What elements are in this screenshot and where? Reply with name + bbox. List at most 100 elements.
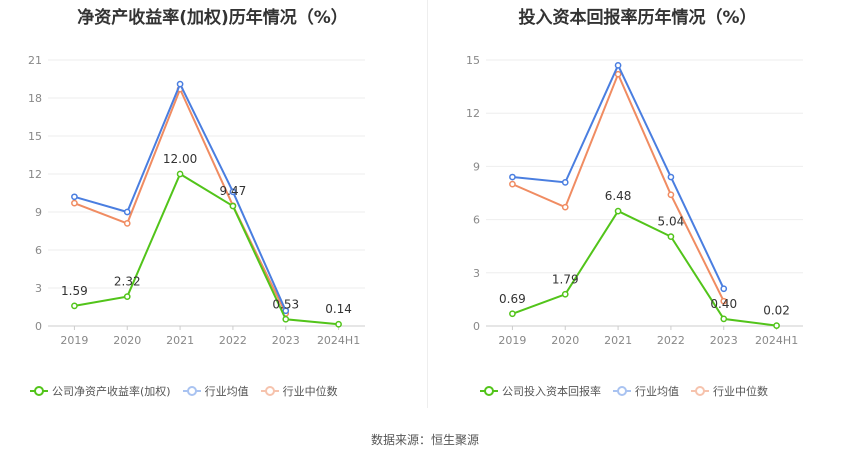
roic-line-chart: 0 3 6 9 12 15 2019 2020 2021 2022 2023 2024H1 0.69 1.… [466, 54, 803, 347]
roic-chart-title: 投入资本回报率历年情况（%） [518, 8, 757, 28]
x-tick-label: 2022 [657, 334, 685, 347]
data-label: 0.53 [272, 297, 299, 311]
data-label: 0.69 [499, 292, 526, 306]
x-tick-label: 2022 [219, 334, 247, 347]
data-point [123, 208, 131, 216]
data-point [720, 285, 728, 293]
legend-marker-orange [691, 386, 709, 396]
data-point [667, 173, 675, 181]
y-tick-label: 12 [28, 168, 42, 181]
x-tick-label: 2024H1 [317, 334, 360, 347]
data-label: 2.32 [114, 275, 141, 289]
x-tick-label: 2024H1 [755, 334, 798, 347]
roic-chart-panel: 投入资本回报率历年情况（%） 0 3 6 9 12 15 2019 2020 2021 2022 2… [425, 0, 850, 410]
x-tick-label: 2020 [113, 334, 141, 347]
series-line-2 [512, 71, 725, 302]
data-label: 6.48 [605, 189, 632, 203]
series-line-0 [512, 209, 777, 327]
data-point [176, 80, 184, 88]
y-tick-label: 21 [28, 54, 42, 67]
data-point [561, 203, 569, 211]
legend-marker-orange [260, 386, 279, 396]
series-line-1 [512, 62, 725, 290]
legend-marker-green [30, 386, 48, 396]
x-tick-label: 2021 [604, 334, 632, 347]
x-tick-label: 2023 [710, 334, 738, 347]
y-tick-label: 12 [466, 107, 480, 120]
x-tick-label: 2019 [60, 334, 88, 347]
data-label: 1.59 [61, 284, 88, 298]
data-point [71, 302, 78, 310]
y-tick-label: 0 [473, 320, 480, 333]
roe-line-chart: 0 3 6 9 12 15 18 21 2019 2020 2021 2022 2023 2024H1 1.… [28, 54, 365, 347]
legend-label: 行业均值 [204, 385, 249, 398]
data-point [614, 207, 622, 215]
data-point [229, 188, 237, 196]
y-tick-label: 3 [35, 282, 42, 295]
roe-chart-panel: 净资产收益率(加权)历年情况（%） 0 3 6 9 12 15 18 21 2019 2020 20… [0, 0, 425, 410]
data-point [282, 307, 290, 315]
data-point [71, 199, 78, 207]
legend-item-company-roe[interactable]: 公司净资产收益率(加权) [30, 383, 171, 399]
y-tick-label: 18 [28, 92, 42, 105]
data-point [720, 297, 728, 305]
roe-chart-legend: 公司净资产收益率(加权) 行业均值 行业中位数 [30, 383, 350, 399]
y-tick-label: 3 [473, 267, 480, 280]
roe-chart-title: 净资产收益率(加权)历年情况（%） [77, 8, 348, 28]
legend-marker-green [480, 386, 498, 396]
x-tick-label: 2020 [551, 334, 579, 347]
data-point [773, 322, 780, 329]
legend-item-industry-mean[interactable]: 行业均值 [613, 383, 679, 399]
panel-divider [427, 0, 428, 408]
y-tick-label: 9 [35, 206, 42, 219]
data-label: 0.02 [763, 304, 790, 318]
legend-label: 行业中位数 [713, 385, 768, 398]
y-tick-label: 15 [466, 54, 480, 67]
series-line-2 [74, 86, 287, 314]
data-point [667, 233, 675, 240]
data-point [614, 61, 622, 69]
legend-label: 公司投入资本回报率 [502, 385, 601, 398]
data-point [509, 310, 516, 318]
y-tick-label: 0 [35, 320, 42, 333]
data-point [229, 202, 237, 210]
legend-item-industry-median[interactable]: 行业中位数 [691, 383, 768, 399]
legend-item-company-roic[interactable]: 公司投入资本回报率 [480, 383, 601, 399]
data-label: 0.14 [325, 302, 352, 316]
series-line-1 [74, 81, 287, 312]
data-label: 1.79 [552, 272, 579, 286]
data-label: 5.04 [658, 215, 685, 229]
legend-item-industry-mean[interactable]: 行业均值 [182, 383, 249, 399]
legend-item-industry-median[interactable]: 行业中位数 [260, 383, 338, 399]
series-line-0 [74, 172, 339, 326]
legend-label: 行业均值 [635, 385, 679, 398]
data-point [561, 290, 569, 298]
data-point [720, 315, 728, 323]
data-point [561, 179, 569, 186]
y-tick-label: 6 [35, 244, 42, 257]
x-tick-label: 2019 [498, 334, 526, 347]
data-point [509, 180, 516, 188]
legend-marker-blue [613, 386, 631, 396]
data-point [282, 315, 290, 323]
x-tick-label: 2021 [166, 334, 194, 347]
y-tick-label: 9 [473, 160, 480, 173]
y-tick-label: 15 [28, 130, 42, 143]
data-label: 0.40 [710, 297, 737, 311]
legend-label: 公司净资产收益率(加权) [52, 385, 171, 398]
data-point [614, 70, 622, 78]
data-point [335, 320, 342, 328]
data-label: 9.47 [220, 184, 247, 198]
data-label: 12.00 [163, 152, 197, 166]
data-point [509, 173, 516, 181]
data-point [176, 170, 184, 178]
data-point [123, 293, 131, 300]
data-point [667, 191, 675, 199]
roic-chart-legend: 公司投入资本回报率 行业均值 行业中位数 [480, 383, 780, 399]
data-point [123, 220, 131, 227]
y-tick-label: 6 [473, 214, 480, 227]
legend-marker-blue [182, 386, 201, 396]
data-point [71, 193, 78, 201]
data-source-note: 数据来源：恒生聚源 [370, 433, 479, 447]
legend-label: 行业中位数 [282, 385, 338, 398]
